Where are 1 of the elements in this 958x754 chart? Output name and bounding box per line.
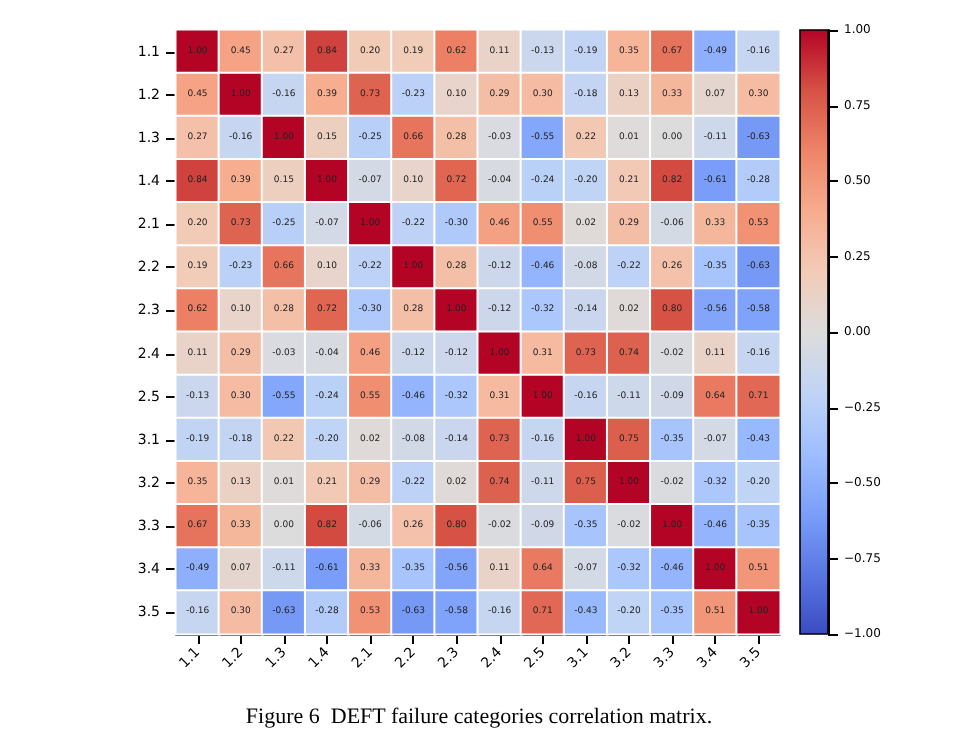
- caption: Figure 6 DEFT failure categories correlation matrix.: [245, 705, 713, 729]
